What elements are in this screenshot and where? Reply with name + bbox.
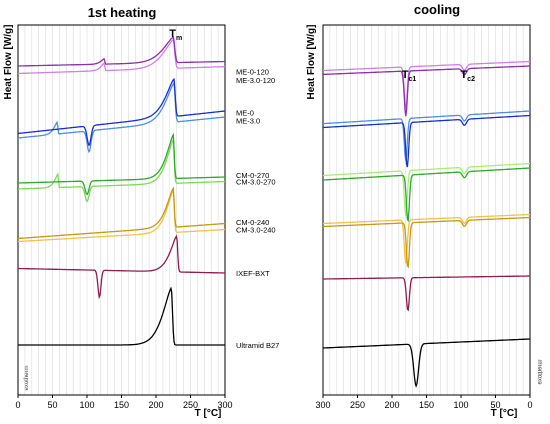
- series-curve-cm-0-240: [17, 186, 226, 240]
- cooling-exotherm-note: exotherm: [536, 359, 542, 384]
- cooling-xlabel: T [°C]: [491, 408, 518, 419]
- series-curve-cm-3-0-270: [323, 162, 530, 216]
- x-tick-label: 300: [315, 400, 330, 410]
- series-curve-cm-0-240: [323, 216, 530, 269]
- series-curve-ixef-bxt: [18, 234, 225, 300]
- series-label: ME-3.0-120: [236, 76, 275, 85]
- cooling-title: cooling: [414, 2, 460, 17]
- series-curve-cm-3-0-270: [18, 137, 225, 203]
- series-curve-me-0-120: [323, 65, 530, 117]
- x-tick-label: 150: [419, 400, 434, 410]
- series-curve-cm-0-270: [323, 167, 530, 223]
- x-tick-label: 100: [453, 400, 468, 410]
- peak-label: Tc1: [402, 69, 417, 83]
- x-tick-label: 250: [350, 400, 365, 410]
- x-tick-label: 200: [384, 400, 399, 410]
- x-tick-label: 200: [148, 400, 163, 410]
- series-curve-me-0: [17, 77, 226, 147]
- cooling-panel: cooling Heat Flow [W/g] T [°C] exotherm …: [306, 2, 542, 419]
- x-tick-label: 150: [114, 400, 129, 410]
- series-label: ME-3.0: [236, 117, 260, 126]
- heating-ylabel: Heat Flow [W/g]: [3, 25, 14, 100]
- heating-panel: 1st heating Heat Flow [W/g] T [°C] exoth…: [3, 5, 279, 419]
- series-curve-cm-0-270: [18, 132, 225, 196]
- series-curve-me-0-120: [18, 36, 225, 67]
- series-curve-cm-3-0-240: [18, 188, 225, 243]
- series-curve-ultramid-b27: [323, 338, 530, 388]
- series-curve-me-3-0-120: [18, 38, 225, 75]
- x-tick-label: 100: [79, 400, 94, 410]
- series-label: CM-0-270: [236, 171, 269, 180]
- x-tick-label: 250: [183, 400, 198, 410]
- series-label: ME-0-120: [236, 67, 269, 76]
- peak-label: Tc2: [460, 69, 475, 83]
- series-curve-me-3-0: [323, 110, 530, 161]
- series-label: CM-3.0-240: [236, 226, 276, 235]
- x-tick-label: 0: [15, 400, 20, 410]
- x-tick-label: 50: [490, 400, 500, 410]
- x-tick-label: 0: [527, 400, 532, 410]
- series-label: CM-0-240: [236, 218, 269, 227]
- heating-xlabel: T [°C]: [195, 408, 222, 419]
- series-label: Ultramid B27: [236, 341, 279, 350]
- heating-exotherm-note: exotherm: [24, 365, 30, 390]
- series-curve-me-0: [323, 114, 530, 168]
- series-curve-me-3-0-120: [323, 60, 530, 109]
- series-curve-cm-3-0-240: [323, 213, 530, 264]
- peak-label: Tm: [169, 28, 182, 42]
- heating-title: 1st heating: [88, 5, 157, 20]
- series-curve-ixef-bxt: [323, 275, 530, 312]
- x-tick-label: 50: [47, 400, 57, 410]
- series-label: IXEF-BXT: [236, 269, 270, 278]
- series-label: ME-0: [236, 109, 254, 118]
- cooling-ylabel: Heat Flow [W/g]: [306, 25, 317, 100]
- x-tick-label: 300: [217, 400, 232, 410]
- series-label: CM-3.0-270: [236, 178, 276, 187]
- series-curve-ultramid-b27: [18, 286, 225, 346]
